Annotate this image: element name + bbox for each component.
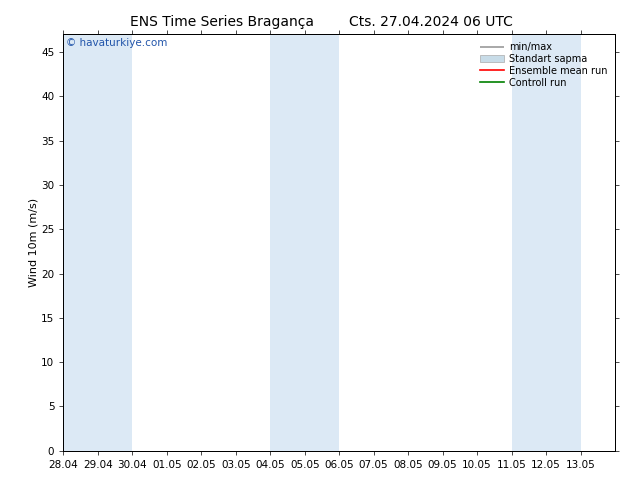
Text: © havaturkiye.com: © havaturkiye.com — [66, 38, 167, 49]
Bar — [270, 34, 339, 451]
Bar — [63, 34, 133, 451]
Y-axis label: Wind 10m (m/s): Wind 10m (m/s) — [29, 198, 38, 287]
Text: ENS Time Series Bragança: ENS Time Series Bragança — [130, 15, 314, 29]
Legend: min/max, Standart sapma, Ensemble mean run, Controll run: min/max, Standart sapma, Ensemble mean r… — [477, 39, 610, 91]
Text: Cts. 27.04.2024 06 UTC: Cts. 27.04.2024 06 UTC — [349, 15, 513, 29]
Bar — [512, 34, 581, 451]
